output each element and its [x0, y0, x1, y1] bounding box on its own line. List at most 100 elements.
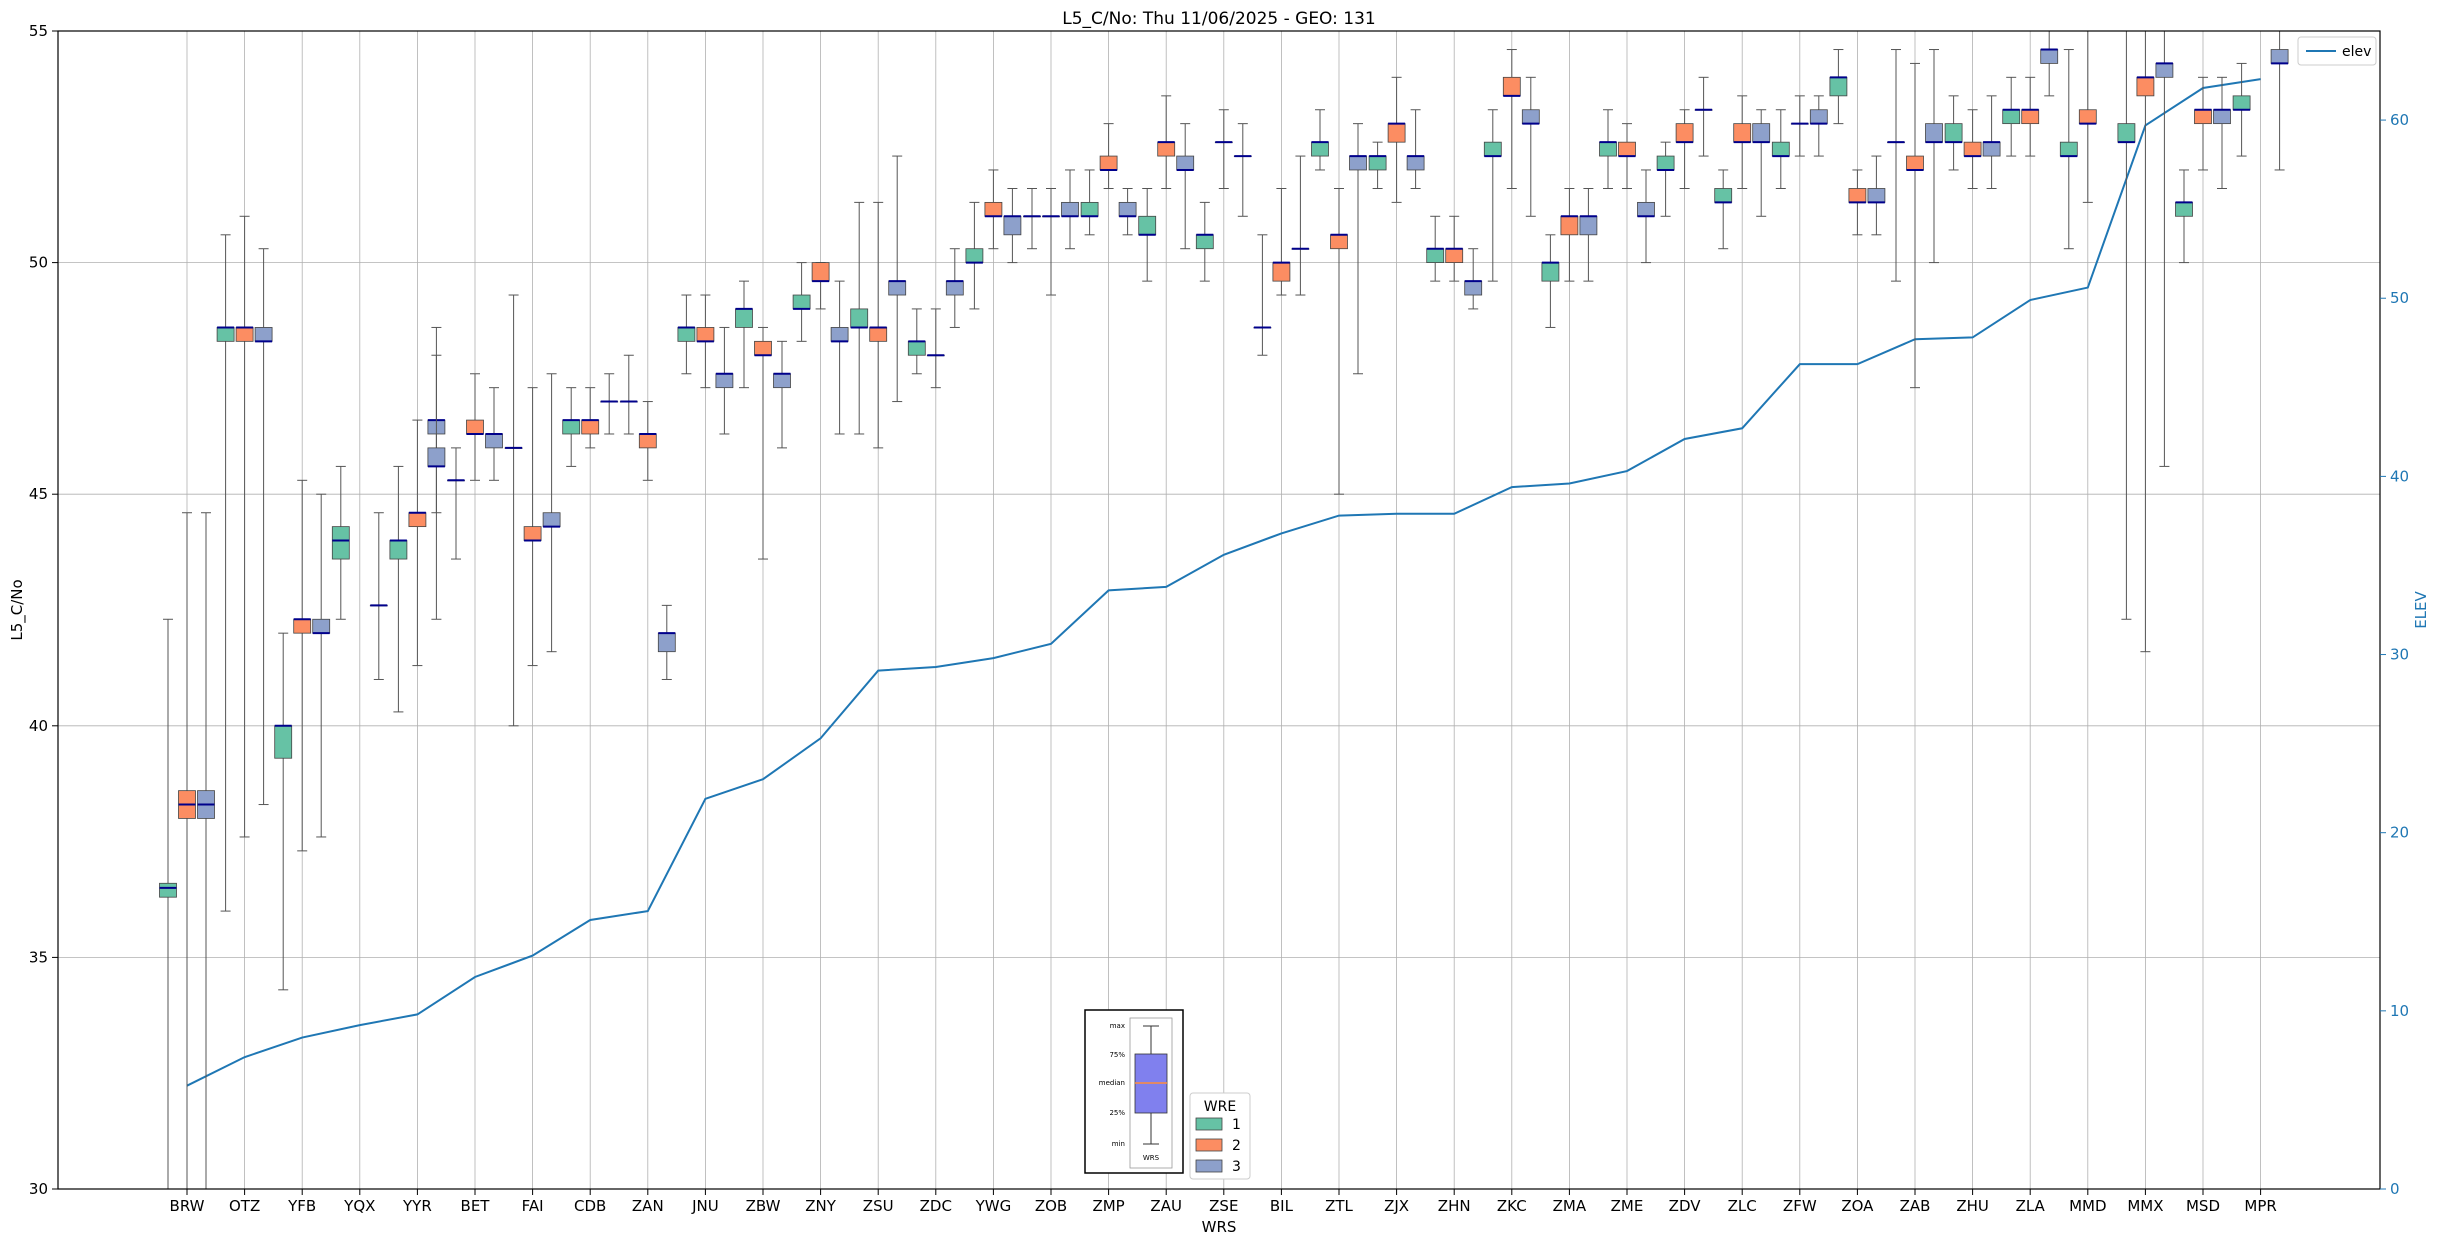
box-body: [1464, 280, 1483, 296]
box-body: [427, 447, 446, 467]
box-body: [2117, 123, 2136, 143]
x-tick-label: CDB: [574, 1197, 606, 1215]
wre-legend-label-2: 2: [1232, 1138, 1241, 1154]
box-body: [2021, 109, 2040, 125]
box-ZDC-wre2: [926, 308, 945, 389]
box-OTZ-wre3: [254, 248, 273, 806]
x-tick-label: ZHU: [1956, 1197, 1989, 1215]
box-key-q75-label: 75%: [1109, 1051, 1125, 1059]
box-body: [1445, 248, 1464, 263]
box-BET-wre3: [485, 387, 503, 481]
box-body: [1387, 123, 1406, 143]
x-tick-label: MPR: [2244, 1197, 2276, 1215]
box-FAI-wre3: [542, 373, 561, 653]
box-body: [389, 540, 408, 560]
box-ZAU-wre3: [1176, 123, 1195, 250]
box-body: [1272, 262, 1291, 282]
box-body: [408, 512, 427, 528]
box-body: [715, 373, 734, 389]
box-body: [2175, 201, 2193, 217]
box-ZAN-wre1: [619, 354, 638, 435]
y-axis-right-title: ELEV: [2412, 590, 2430, 628]
x-tick-label: ZAN: [632, 1197, 664, 1215]
box-ZNY-wre1: [792, 262, 811, 342]
wre-legend: WRE 1 2 3: [1189, 1092, 1251, 1180]
box-JNU-wre3: [715, 326, 734, 435]
box-ZTL-wre3: [1349, 123, 1367, 375]
box-ZSU-wre2: [869, 201, 888, 449]
box-ZSU-wre1: [850, 201, 869, 435]
wre-legend-swatch-1: [1195, 1117, 1223, 1131]
box-ZHN-wre1: [1426, 215, 1445, 282]
box-body: [1675, 123, 1694, 143]
box-body: [562, 419, 581, 435]
box-body: [1406, 155, 1425, 171]
box-body: [907, 340, 926, 356]
box-body: [2136, 76, 2155, 97]
box-ZMA-wre1: [1541, 234, 1560, 328]
x-tick-label: MMD: [2069, 1197, 2106, 1215]
box-body: [773, 373, 791, 389]
box-ZOA-wre1: [1829, 49, 1848, 125]
box-CDB-wre2: [581, 387, 600, 449]
x-tick-label: ZDC: [920, 1197, 952, 1215]
x-tick-label: ZME: [1611, 1197, 1644, 1215]
x-axis-title: WRS: [1202, 1218, 1237, 1236]
x-tick-label: BRW: [170, 1197, 205, 1215]
x-tick-label: ZMP: [1092, 1197, 1124, 1215]
box-body: [677, 327, 696, 342]
box-YQX-wre1: [331, 465, 350, 620]
box-ZMP-wre2: [1099, 123, 1118, 189]
box-body: [235, 327, 254, 342]
box-ZBW-wre1: [735, 280, 753, 389]
box-body: [1906, 155, 1924, 171]
box-body: [1118, 201, 1137, 217]
wre-legend-title: WRE: [1204, 1099, 1236, 1115]
box-MMX-wre2: [2136, 30, 2155, 653]
y-tick-label: 45: [29, 485, 48, 503]
box-body: [811, 262, 830, 282]
box-body: [1157, 141, 1176, 157]
y-tick-label: 55: [29, 22, 48, 40]
x-tick-label: ZBW: [746, 1197, 781, 1215]
box-body: [945, 280, 964, 296]
box-ZLA-wre3: [2040, 30, 2059, 97]
box-body: [542, 512, 561, 528]
box-MMX-wre3: [2155, 30, 2174, 467]
box-ZDV-wre1: [1656, 141, 1675, 217]
box-BRW-wre2: [178, 512, 196, 1190]
box-ZJX-wre3: [1406, 109, 1425, 189]
x-tick-label: YQX: [343, 1197, 375, 1215]
box-ZDC-wre3: [945, 248, 964, 328]
x-tick-label: YFB: [287, 1197, 316, 1215]
box-ZME-wre2: [1618, 123, 1636, 189]
x-tick-label: ZKC: [1497, 1197, 1527, 1215]
wre-legend-swatch-2: [1195, 1138, 1223, 1152]
box-body: [1963, 141, 1982, 157]
box-YFB-wre3: [312, 493, 331, 838]
x-tick-label: MSD: [2186, 1197, 2220, 1215]
box-ZOA-wre3: [1867, 155, 1886, 236]
x-tick-label: ZSE: [1209, 1197, 1238, 1215]
box-MPR-wre1: [2232, 62, 2251, 157]
box-MSD-wre2: [2194, 76, 2212, 171]
box-ZOA-wre2: [1848, 169, 1867, 236]
y-right-tick-label: 0: [2390, 1180, 2400, 1198]
box-body: [293, 618, 312, 634]
box-JNU-wre2: [696, 294, 715, 389]
box-body: [1521, 109, 1540, 125]
box-body: [1426, 248, 1445, 263]
box-BIL-wre3: [1291, 155, 1310, 296]
box-ZLC-wre1: [1714, 169, 1733, 250]
box-ZDV-wre3: [1694, 76, 1713, 157]
wre-legend-swatch-3: [1195, 1159, 1223, 1173]
box-body: [1944, 123, 1963, 143]
box-ZME-wre1: [1599, 109, 1617, 189]
box-body: [2040, 49, 2059, 64]
box-MMX-wre1: [2117, 30, 2136, 620]
box-FAI-wre1: [504, 294, 523, 727]
box-BIL-wre1: [1253, 234, 1272, 356]
box-YWG-wre2: [984, 169, 1003, 250]
x-tick-label: ZLC: [1728, 1197, 1757, 1215]
